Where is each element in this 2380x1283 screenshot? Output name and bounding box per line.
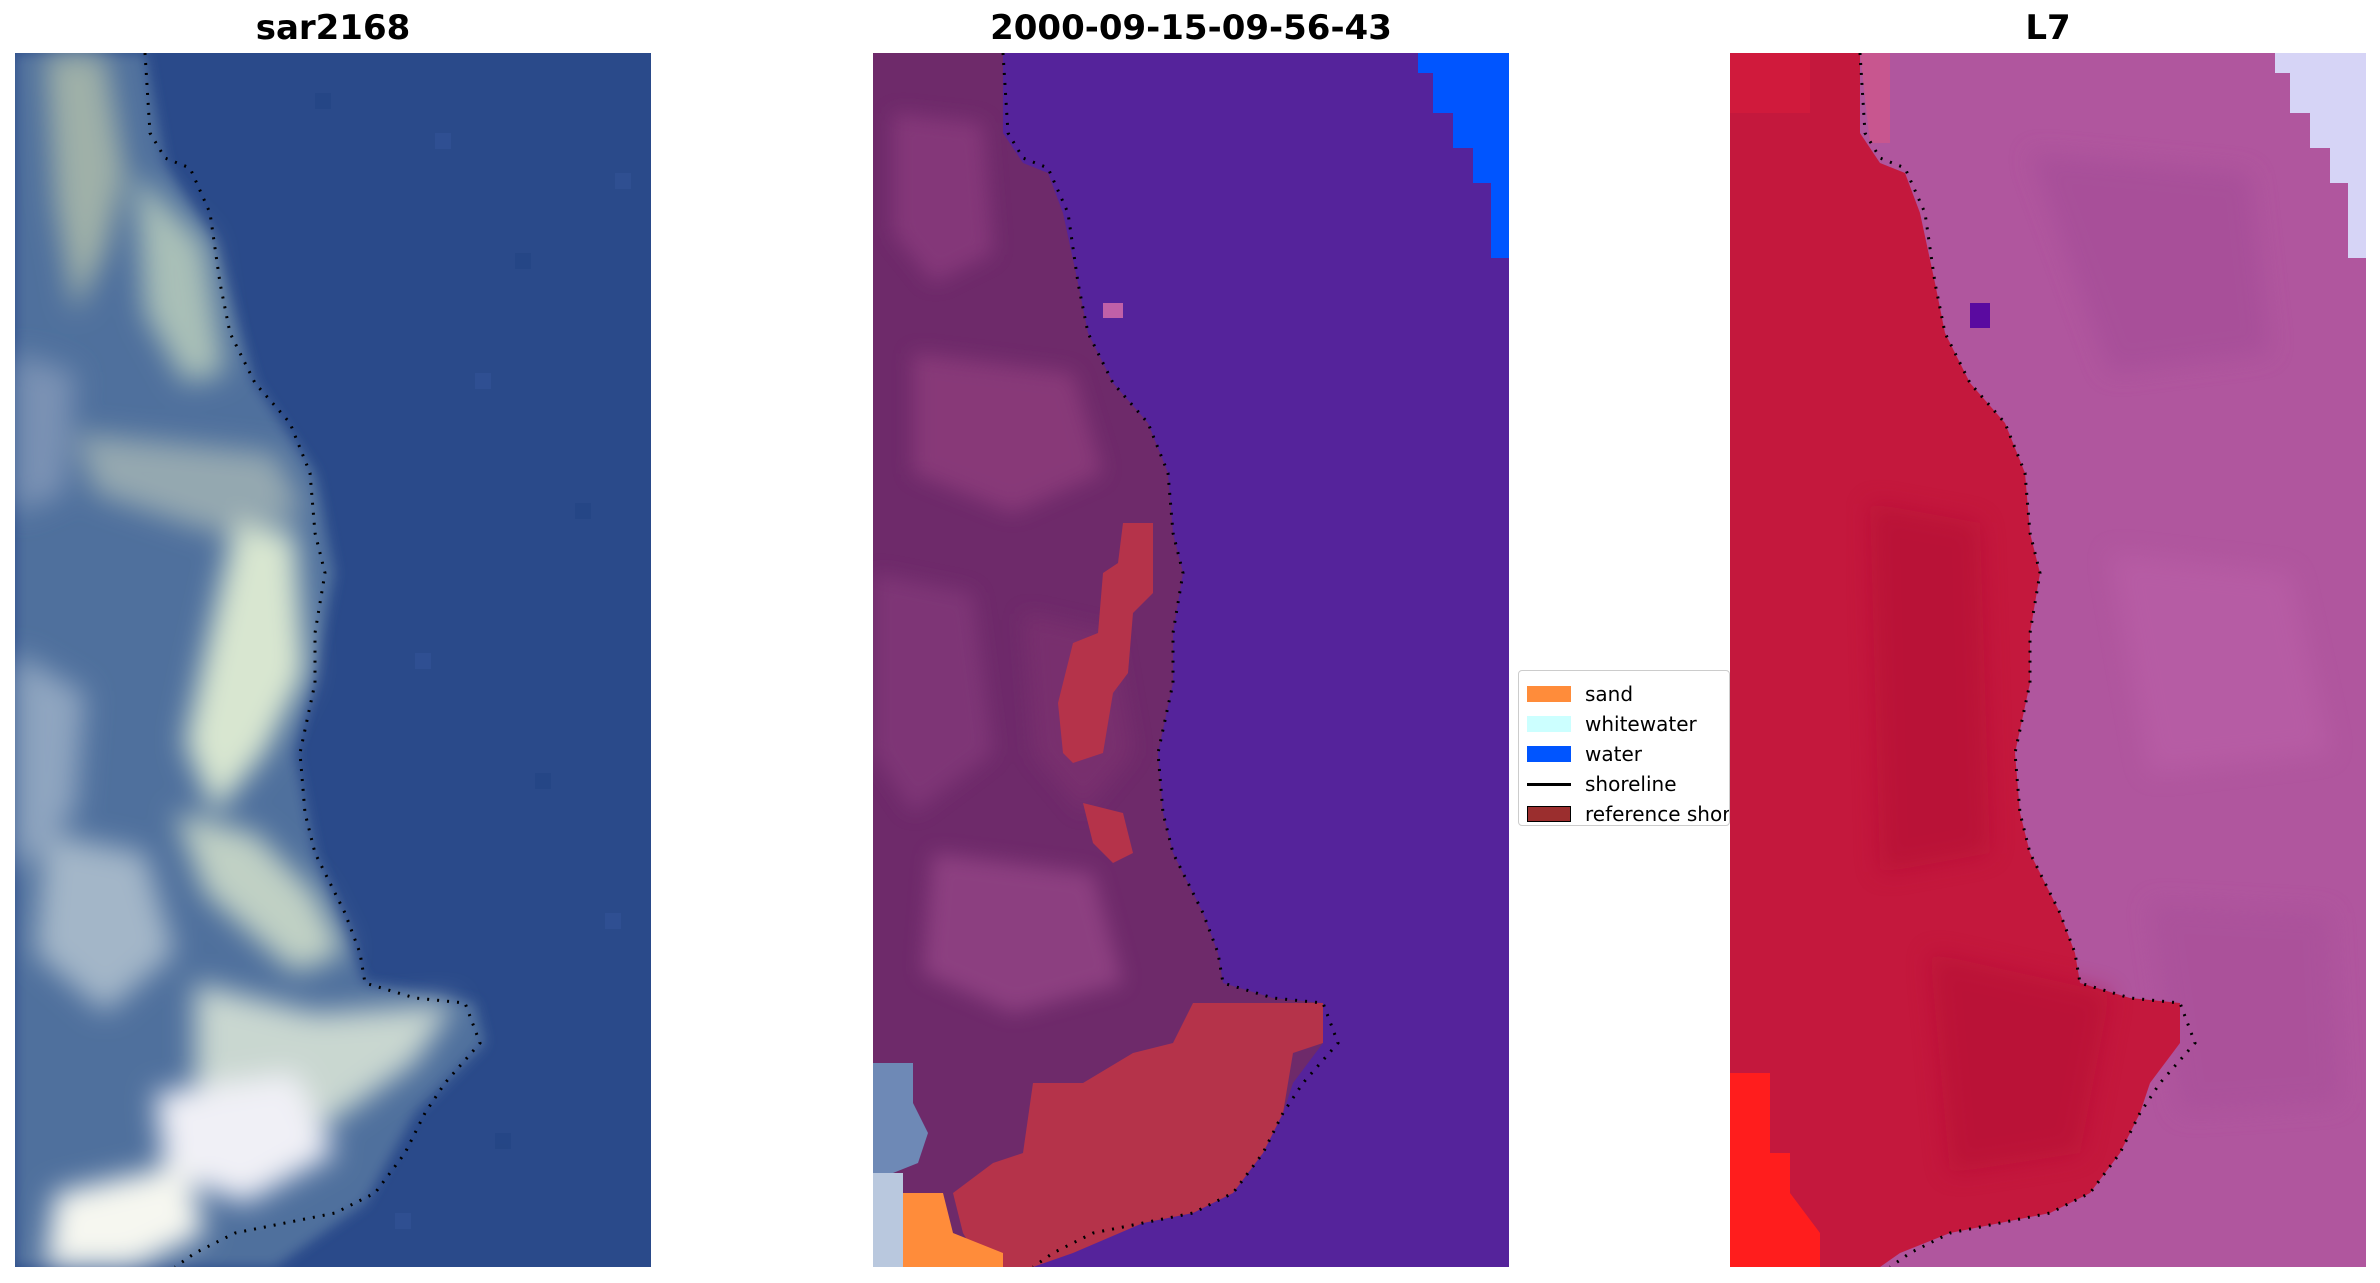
sand-swatch [1527, 686, 1571, 702]
classified-image [873, 53, 1509, 1267]
legend-label-reference-shoreline: reference shoreline [1585, 802, 1730, 826]
red-patch-lower [953, 1003, 1323, 1267]
legend-label-water: water [1585, 742, 1642, 766]
legend-label-whitewater: whitewater [1585, 712, 1697, 736]
l7-image-svg [1730, 53, 2366, 1267]
bright-red-region [1730, 1073, 1820, 1267]
legend-item-shoreline: shoreline [1527, 772, 1677, 796]
panel-title-rgb: sar2168 [255, 8, 411, 48]
panel-title-classification: 2000-09-15-09-56-43 [990, 8, 1392, 48]
rgb-image-svg [15, 53, 651, 1267]
whitewater-swatch [1527, 716, 1571, 732]
legend-item-whitewater: whitewater [1527, 712, 1697, 736]
sand-class-region [903, 1193, 1003, 1267]
light-region [2275, 53, 2366, 258]
shoreline-swatch [1527, 782, 1571, 786]
legend-label-shoreline: shoreline [1585, 772, 1677, 796]
water-class-region [1418, 53, 1509, 258]
l7-image [1730, 53, 2366, 1267]
legend-item-reference-shoreline: reference shoreline [1527, 802, 1730, 826]
panel-title-l7: L7 [2025, 8, 2071, 48]
water-swatch [1527, 746, 1571, 762]
legend-label-sand: sand [1585, 682, 1634, 706]
legend-item-sand: sand [1527, 682, 1634, 706]
rgb-satellite-image [15, 53, 651, 1267]
reference-shoreline-swatch [1527, 806, 1571, 822]
legend-item-water: water [1527, 742, 1642, 766]
legend: sand whitewater water shoreline referenc… [1518, 670, 1730, 826]
red-patch-upper [1058, 523, 1153, 763]
classified-image-svg [873, 53, 1509, 1267]
